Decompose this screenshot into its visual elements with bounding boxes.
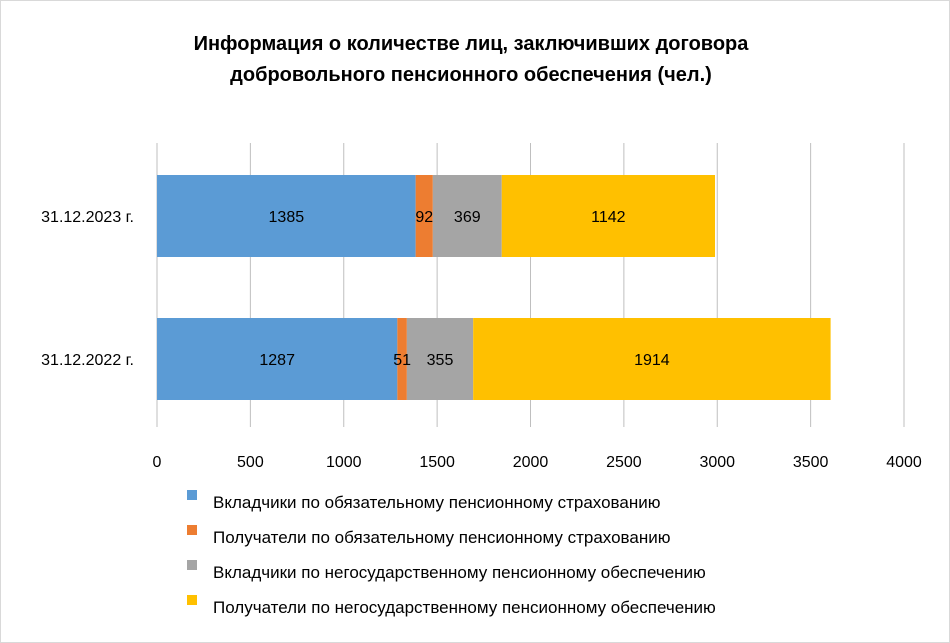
chart-title-line-2: добровольного пенсионного обеспечения (ч… bbox=[230, 64, 712, 86]
bar-segment bbox=[432, 175, 502, 257]
bar-data-label: 369 bbox=[454, 209, 481, 226]
x-tick-label: 500 bbox=[237, 454, 264, 471]
bar-segment bbox=[397, 318, 407, 400]
bar-data-label: 51 bbox=[393, 352, 411, 369]
bar-data-label: 1914 bbox=[634, 352, 670, 369]
chart-title: Информация о количестве лиц, заключивших… bbox=[151, 29, 791, 91]
legend-label: Получатели по негосударственному пенсион… bbox=[213, 598, 716, 617]
x-tick-label: 2500 bbox=[606, 454, 642, 471]
x-tick-label: 1500 bbox=[419, 454, 455, 471]
legend-swatch bbox=[187, 490, 197, 500]
bar-data-label: 1287 bbox=[259, 352, 295, 369]
y-category-label: 31.12.2022 г. bbox=[41, 352, 134, 369]
legend-label: Получатели по обязательному пенсионному … bbox=[213, 528, 671, 547]
x-tick-label: 0 bbox=[153, 454, 162, 471]
bar-segment bbox=[415, 175, 433, 257]
legend-swatch bbox=[187, 595, 197, 605]
x-tick-label: 2000 bbox=[513, 454, 549, 471]
bar-segment bbox=[157, 318, 398, 400]
bar-data-label: 92 bbox=[415, 209, 433, 226]
bar-data-label: 355 bbox=[427, 352, 454, 369]
x-tick-label: 1000 bbox=[326, 454, 362, 471]
x-tick-label: 3000 bbox=[699, 454, 735, 471]
x-tick-label: 3500 bbox=[793, 454, 829, 471]
bar-segment bbox=[406, 318, 474, 400]
bar-segment bbox=[473, 318, 831, 400]
x-tick-label: 4000 bbox=[886, 454, 922, 471]
legend-label: Вкладчики по обязательному пенсионному с… bbox=[213, 493, 661, 512]
legend-swatch bbox=[187, 525, 197, 535]
bar-data-label: 1385 bbox=[269, 209, 305, 226]
legend-swatch bbox=[187, 560, 197, 570]
legend-label: Вкладчики по негосударственному пенсионн… bbox=[213, 563, 706, 582]
chart-title-line-1: Информация о количестве лиц, заключивших… bbox=[193, 33, 749, 55]
bar-segment bbox=[157, 175, 416, 257]
y-category-label: 31.12.2023 г. bbox=[41, 209, 134, 226]
bar-segment bbox=[501, 175, 716, 257]
bar-data-label: 1142 bbox=[591, 209, 626, 226]
